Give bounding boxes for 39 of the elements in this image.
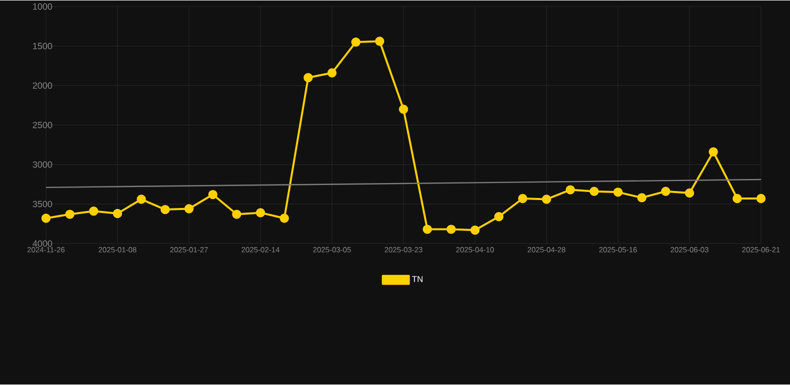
- point: [184, 204, 194, 214]
- point: [518, 194, 528, 204]
- point: [89, 206, 98, 216]
- point: [542, 194, 552, 204]
- point: [112, 209, 122, 218]
- point: [398, 104, 408, 114]
- point: [661, 187, 670, 196]
- point: [446, 224, 456, 234]
- point: [756, 194, 766, 204]
- y-tick-label: 2000: [32, 82, 52, 89]
- point: [208, 190, 218, 200]
- y-tick-label: 3000: [32, 162, 52, 168]
- legend-label: TN: [412, 276, 422, 282]
- point: [304, 73, 313, 82]
- point: [732, 194, 742, 204]
- y-tick-label: 1500: [33, 43, 52, 50]
- point: [232, 210, 242, 220]
- point: [470, 226, 480, 235]
- point: [590, 187, 599, 196]
- point: [136, 194, 146, 204]
- point: [351, 38, 360, 47]
- y-tick-label: 3500: [32, 201, 52, 208]
- point: [684, 188, 694, 198]
- y-tick-label: 1000: [33, 4, 52, 10]
- point: [494, 212, 504, 222]
- y-tick-label: 4000: [32, 240, 52, 247]
- y-tick-label: 2500: [32, 122, 52, 128]
- point: [422, 224, 432, 234]
- point: [327, 68, 337, 78]
- point: [637, 193, 646, 203]
- point: [65, 210, 74, 220]
- point: [566, 185, 575, 195]
- point: [160, 205, 170, 214]
- point: [708, 148, 718, 157]
- point: [41, 214, 51, 224]
- point: [256, 208, 266, 218]
- point: [280, 214, 289, 224]
- point: [613, 188, 623, 198]
- point: [375, 36, 384, 46]
